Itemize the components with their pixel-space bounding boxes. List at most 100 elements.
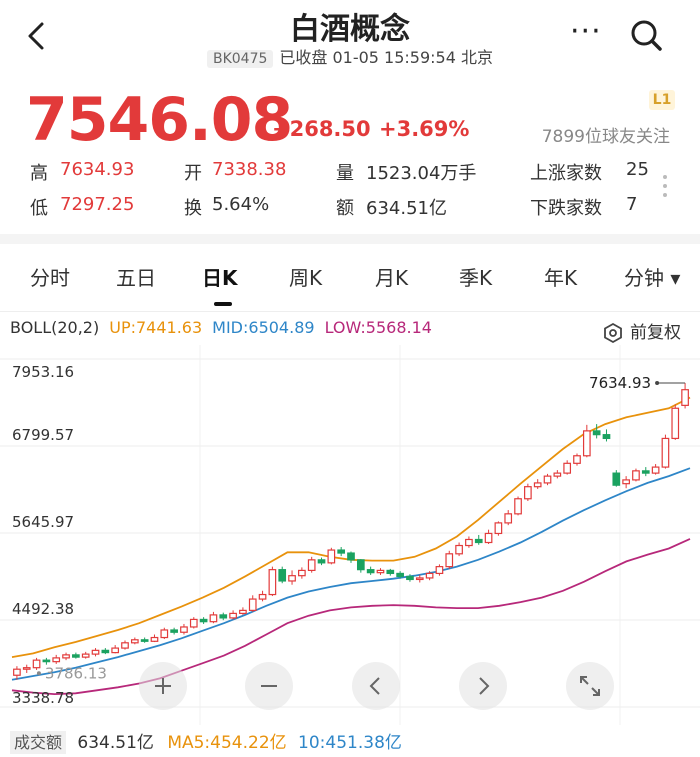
volume-label[interactable]: 成交额 <box>10 731 67 754</box>
candle-body <box>347 552 355 561</box>
candle-body <box>121 642 129 649</box>
tab-minute[interactable]: 分钟 ▾ <box>624 266 681 290</box>
rise-count: 25 <box>626 159 649 180</box>
search-button[interactable] <box>626 16 666 56</box>
candle-body <box>406 575 414 581</box>
volume-value: 1523.04万手 <box>366 163 477 184</box>
candle-body <box>327 549 336 564</box>
candle-body <box>62 654 70 659</box>
candle-body <box>72 654 80 658</box>
y-axis-labels: 7953.16 6799.57 5645.97 4492.38 3338.78 <box>12 363 74 707</box>
tab-quarterly-k[interactable]: 季K <box>459 266 493 290</box>
candle-body <box>563 462 572 474</box>
candle-body <box>229 612 237 619</box>
scroll-left-button[interactable] <box>352 662 400 710</box>
tab-weekly-k[interactable]: 周K <box>289 266 323 290</box>
zoom-in-button[interactable] <box>139 662 187 710</box>
turnover-label: 换 <box>184 198 202 219</box>
candle-body <box>317 559 326 564</box>
back-button[interactable] <box>20 16 56 56</box>
candle-body <box>52 657 61 663</box>
zoom-out-button[interactable] <box>245 662 293 710</box>
tab-yearly-k[interactable]: 年K <box>544 266 578 290</box>
candles <box>13 382 689 680</box>
candle-body <box>180 626 188 633</box>
active-tab-indicator <box>214 302 232 306</box>
candle-body <box>533 482 542 488</box>
candle-body <box>91 649 100 655</box>
candle-body <box>425 572 434 579</box>
candle-body <box>81 653 90 658</box>
candle-body <box>622 479 630 485</box>
chart-grid <box>0 345 700 725</box>
left-arrow-icon <box>369 677 380 695</box>
more-button[interactable]: ··· <box>570 17 606 54</box>
candle-body <box>13 668 21 676</box>
candle-body <box>298 569 306 577</box>
candle-body <box>671 407 680 440</box>
candle-body <box>661 437 670 468</box>
candle-body <box>239 609 247 614</box>
zoom-out-icon <box>261 685 277 687</box>
candle-body <box>268 569 277 596</box>
boll-low-line <box>11 538 691 696</box>
candle-body <box>573 455 581 464</box>
candle-body <box>445 553 454 568</box>
more-dots-icon: ··· <box>570 14 602 49</box>
fullscreen-button[interactable] <box>566 662 614 710</box>
volume-legend: 成交额 634.51亿 MA5:454.22亿 10:451.38亿 <box>10 728 402 754</box>
fall-count: 7 <box>626 194 638 215</box>
candle-body <box>524 486 532 500</box>
tab-divider <box>0 311 700 312</box>
candle-body <box>170 629 178 633</box>
y-tick-label: 6799.57 <box>12 426 74 444</box>
candle-body <box>307 559 316 572</box>
fall-count-label: 下跌家数 <box>530 198 602 219</box>
candle-body <box>602 434 611 440</box>
kline-chart[interactable]: 7953.16 6799.57 5645.97 4492.38 3338.78 7634… <box>0 345 700 725</box>
scroll-right-button[interactable] <box>459 662 507 710</box>
candle-body <box>22 667 31 670</box>
tab-daily-k[interactable]: 日K <box>202 266 238 290</box>
tab-five-day[interactable]: 五日 <box>116 266 156 290</box>
y-tick-label: 7953.16 <box>12 363 74 381</box>
open-value: 7338.38 <box>212 159 287 180</box>
candle-body <box>376 569 385 574</box>
candle-body <box>160 629 169 639</box>
level-badge[interactable]: L1 <box>649 90 675 110</box>
volume-ma5: MA5:454.22亿 <box>167 733 287 753</box>
board-code: BK0475 <box>206 50 274 68</box>
price-change-pct: +3.69% <box>379 117 470 141</box>
tab-monthly-k[interactable]: 月K <box>375 266 409 290</box>
turnover-value: 5.64% <box>212 194 270 215</box>
last-price: 7546.08 <box>26 85 293 155</box>
candle-body <box>641 470 650 474</box>
volume-amount: 634.51亿 <box>77 733 154 753</box>
tab-intraday[interactable]: 分时 <box>30 266 70 290</box>
adjust-button[interactable]: 前复权 <box>602 318 681 344</box>
chart-annotations: 7634.93 3786.13 <box>36 374 686 682</box>
candle-body <box>553 472 562 477</box>
status-line: BK0475 已收盘 01-05 15:59:54 北京 <box>0 44 700 68</box>
candle-body <box>278 569 287 582</box>
candle-body <box>504 513 513 524</box>
candle-body <box>435 566 444 575</box>
adjust-label: 前复权 <box>630 323 681 343</box>
candle-body <box>612 472 621 486</box>
min-price-label: 3786.13 <box>45 664 107 682</box>
back-arrow-icon <box>28 22 44 50</box>
more-stats-icon[interactable] <box>663 170 671 202</box>
candle-body <box>415 577 424 581</box>
low-label: 低 <box>30 198 48 219</box>
candle-body <box>130 639 139 644</box>
candle-body <box>288 575 296 582</box>
market-status: 已收盘 01-05 15:59:54 北京 <box>279 48 494 67</box>
candle-body <box>366 569 375 574</box>
boll-mid-line <box>11 467 691 681</box>
max-price-label: 7634.93 <box>589 374 651 392</box>
open-label: 开 <box>184 163 202 184</box>
volume-ma10: 10:451.38亿 <box>298 733 402 753</box>
low-value: 7297.25 <box>60 194 135 215</box>
candle-body <box>150 636 159 642</box>
followers-count[interactable]: 7899位球友关注 <box>541 127 670 147</box>
